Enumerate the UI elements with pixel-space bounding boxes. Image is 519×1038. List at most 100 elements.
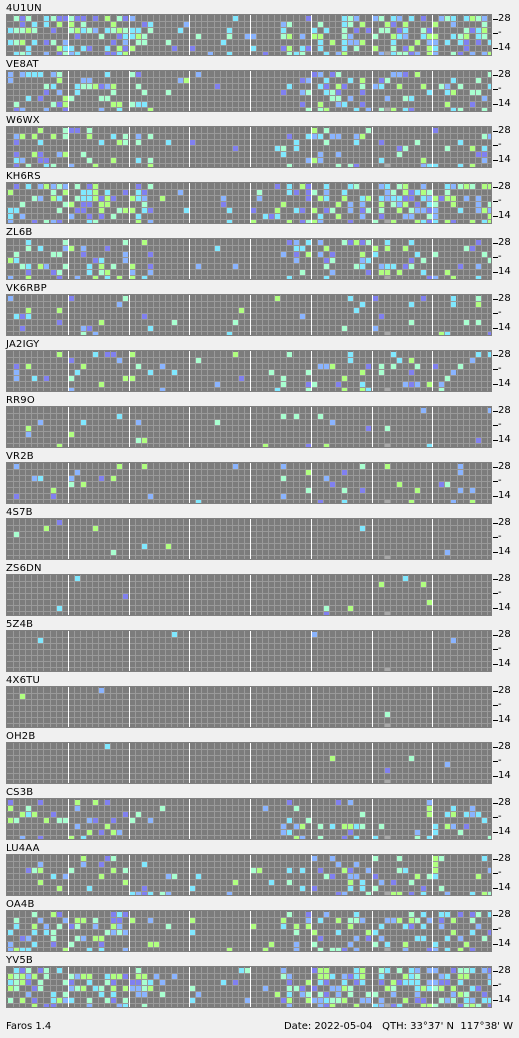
signal-cell <box>81 974 86 979</box>
signal-cell <box>142 862 147 867</box>
signal-cell <box>8 818 13 823</box>
grid-col-line <box>262 127 263 167</box>
grid-col-line <box>232 967 233 1007</box>
signal-cell <box>312 998 317 1003</box>
grid-col-line <box>171 575 172 615</box>
signal-cell <box>354 836 359 839</box>
signal-cell <box>403 34 408 39</box>
signal-cell <box>190 930 195 935</box>
signal-cell <box>385 22 390 27</box>
grid-col-line <box>19 127 20 167</box>
grid-col-line <box>244 463 245 503</box>
grid-col-line <box>92 239 93 279</box>
grid-col-line <box>256 15 257 55</box>
signal-cell <box>14 152 19 157</box>
grid-col-line <box>50 799 51 839</box>
signal-cell <box>44 22 49 27</box>
signal-cell <box>8 78 13 83</box>
signal-cell <box>458 830 463 835</box>
signal-cell <box>451 296 456 301</box>
grid-hour-line <box>311 855 312 895</box>
grid-col-line <box>214 575 215 615</box>
signal-cell <box>451 78 456 83</box>
grid-col-line <box>50 911 51 951</box>
signal-cell <box>330 1004 335 1007</box>
grid-col-line <box>487 71 488 111</box>
grid-col-line <box>165 631 166 671</box>
signal-cell <box>403 146 408 151</box>
grid-col-line <box>420 295 421 335</box>
signal-cell <box>348 184 353 189</box>
band-tick <box>493 272 498 273</box>
signal-cell <box>336 164 341 167</box>
grid-col-line <box>487 967 488 1007</box>
grid-hour-line <box>311 463 312 503</box>
signal-cell <box>464 998 469 1003</box>
signal-cell <box>75 824 80 829</box>
signal-cell <box>433 942 438 947</box>
signal-cell <box>294 146 299 151</box>
signal-cell <box>105 46 110 51</box>
grid-col-line <box>390 183 391 223</box>
signal-cell <box>348 358 353 363</box>
grid-col-line <box>317 127 318 167</box>
signal-cell <box>397 84 402 89</box>
grid-col-line <box>390 15 391 55</box>
grid-col-line <box>86 351 87 391</box>
band-label-mid: - <box>498 139 502 150</box>
signal-cell <box>105 930 110 935</box>
signal-cell <box>63 52 68 55</box>
grid-col-line <box>444 575 445 615</box>
grid-col-line <box>135 631 136 671</box>
grid-col-line <box>262 855 263 895</box>
signal-cell <box>385 426 390 431</box>
signal-cell <box>281 464 286 469</box>
grid-hour-line <box>372 799 373 839</box>
grid-col-line <box>147 15 148 55</box>
signal-cell <box>87 264 92 269</box>
grid-col-line <box>195 519 196 559</box>
grid-col-line <box>171 239 172 279</box>
grid-col-line <box>141 631 142 671</box>
signal-cell <box>439 84 444 89</box>
grid-col-line <box>329 743 330 783</box>
signal-cell <box>8 28 13 33</box>
signal-cell <box>421 270 426 275</box>
signal-cell <box>348 296 353 301</box>
signal-cell <box>196 500 201 503</box>
grid-col-line <box>19 967 20 1007</box>
grid-col-line <box>390 463 391 503</box>
grid-col-line <box>481 71 482 111</box>
grid-col-line <box>390 71 391 111</box>
grid-col-line <box>220 855 221 895</box>
signal-cell <box>20 980 25 985</box>
signal-cell <box>63 40 68 45</box>
signal-cell <box>172 874 177 879</box>
grid-col-line <box>74 127 75 167</box>
signal-cell <box>306 998 311 1003</box>
signal-cell <box>99 84 104 89</box>
grid-col-line <box>359 967 360 1007</box>
signal-cell <box>458 488 463 493</box>
signal-cell <box>269 370 274 375</box>
signal-cell <box>342 998 347 1003</box>
grid-col-line <box>74 911 75 951</box>
grid-col-line <box>207 407 208 447</box>
signal-cell <box>360 824 365 829</box>
grid-col-line <box>280 911 281 951</box>
grid-col-line <box>92 967 93 1007</box>
signal-cell <box>379 364 384 369</box>
signal-cell <box>342 986 347 991</box>
signal-cell <box>427 214 432 219</box>
grid-row-line <box>7 805 491 806</box>
signal-cell <box>281 924 286 929</box>
signal-cell <box>451 52 456 55</box>
grid-col-line <box>256 239 257 279</box>
signal-cell <box>427 812 432 817</box>
signal-cell <box>439 974 444 979</box>
grid-col-line <box>359 351 360 391</box>
grid-col-line <box>183 351 184 391</box>
grid-row-line <box>7 661 491 662</box>
signal-cell <box>38 184 43 189</box>
signal-cell <box>409 264 414 269</box>
